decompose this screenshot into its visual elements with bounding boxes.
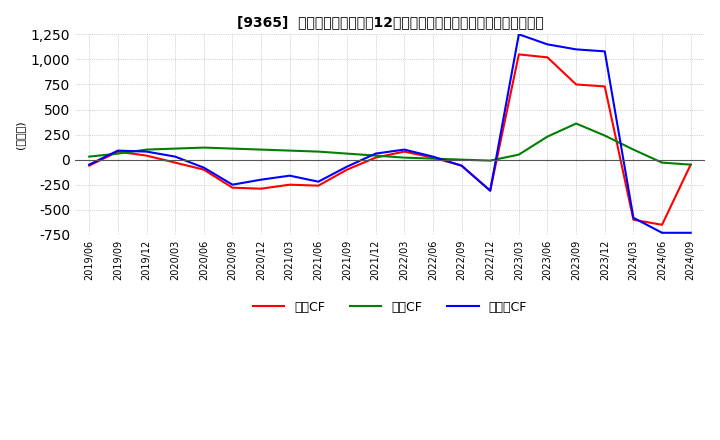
営業CF [85,163,94,168]
投資CF [285,148,294,153]
投資CF [629,147,638,152]
投資CF [657,160,666,165]
営業CF [228,185,237,191]
フリーCF [257,177,266,182]
営業CF [171,160,179,165]
Title: [9365]  キャッシュフローの12か月移動合計の対前年同期増減額の推移: [9365] キャッシュフローの12か月移動合計の対前年同期増減額の推移 [237,15,544,29]
フリーCF [600,49,609,54]
フリーCF [114,148,122,153]
営業CF [457,163,466,168]
営業CF [257,186,266,191]
フリーCF [372,151,380,156]
フリーCF [171,154,179,159]
投資CF [428,156,437,161]
営業CF [686,162,695,167]
フリーCF [199,165,208,170]
投資CF [171,146,179,151]
投資CF [114,151,122,156]
フリーCF [657,230,666,235]
フリーCF [285,173,294,178]
営業CF [285,182,294,187]
営業CF [199,167,208,172]
投資CF [400,155,408,160]
フリーCF [572,47,580,52]
投資CF [572,121,580,126]
投資CF [457,157,466,162]
投資CF [686,162,695,167]
Y-axis label: (百万円): (百万円) [15,120,25,149]
投資CF [372,153,380,158]
営業CF [142,153,150,158]
営業CF [372,155,380,160]
投資CF [543,134,552,139]
営業CF [343,167,351,172]
営業CF [314,183,323,188]
フリーCF [314,179,323,184]
営業CF [657,222,666,227]
営業CF [543,55,552,60]
フリーCF [686,230,695,235]
フリーCF [457,163,466,168]
営業CF [486,188,495,193]
投資CF [314,149,323,154]
フリーCF [515,32,523,37]
営業CF [600,84,609,89]
Legend: 営業CF, 投資CF, フリーCF: 営業CF, 投資CF, フリーCF [248,296,532,319]
フリーCF [543,42,552,47]
Line: 投資CF: 投資CF [89,124,690,165]
営業CF [629,217,638,222]
フリーCF [228,182,237,187]
営業CF [114,149,122,154]
フリーCF [343,164,351,169]
フリーCF [142,149,150,154]
投資CF [228,146,237,151]
Line: フリーCF: フリーCF [89,34,690,233]
営業CF [515,52,523,57]
営業CF [572,82,580,87]
Line: 営業CF: 営業CF [89,55,690,225]
投資CF [486,158,495,163]
営業CF [400,149,408,154]
フリーCF [428,154,437,159]
フリーCF [400,147,408,152]
投資CF [600,133,609,138]
営業CF [428,155,437,160]
投資CF [515,152,523,157]
投資CF [343,151,351,156]
投資CF [85,154,94,159]
投資CF [257,147,266,152]
フリーCF [629,215,638,220]
フリーCF [85,162,94,167]
投資CF [199,145,208,150]
投資CF [142,147,150,152]
フリーCF [486,188,495,193]
